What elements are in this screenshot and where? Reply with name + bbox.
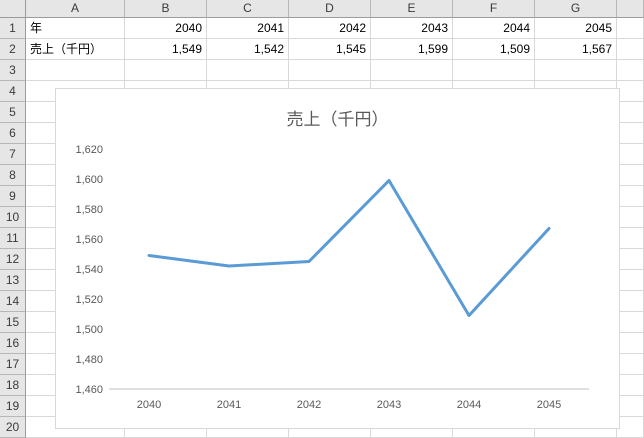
cell-B3[interactable]	[125, 60, 207, 81]
cell-H14[interactable]	[617, 291, 644, 312]
row-header-7[interactable]: 7	[0, 144, 26, 165]
row-header-13[interactable]: 13	[0, 270, 26, 291]
y-axis-tick-label: 1,600	[75, 174, 103, 186]
x-axis-tick-label: 2045	[537, 399, 561, 411]
cell-G1[interactable]: 2045	[535, 18, 617, 39]
cell-F3[interactable]	[453, 60, 535, 81]
cell-H8[interactable]	[617, 165, 644, 186]
cell-F2[interactable]: 1,509	[453, 39, 535, 60]
cell-E3[interactable]	[371, 60, 453, 81]
row-header-18[interactable]: 18	[0, 375, 26, 396]
cell-A3[interactable]	[26, 60, 125, 81]
x-axis-tick-label: 2040	[137, 399, 161, 411]
row-header-14[interactable]: 14	[0, 291, 26, 312]
row-header-1[interactable]: 1	[0, 18, 26, 39]
y-axis-tick-label: 1,460	[75, 384, 103, 396]
cell-H9[interactable]	[617, 186, 644, 207]
x-axis-tick-label: 2043	[377, 399, 401, 411]
cell-C1[interactable]: 2041	[207, 18, 289, 39]
row-header-8[interactable]: 8	[0, 165, 26, 186]
cell-H3[interactable]	[617, 60, 644, 81]
y-axis-tick-label: 1,500	[75, 324, 103, 336]
cell-C3[interactable]	[207, 60, 289, 81]
cell-H16[interactable]	[617, 333, 644, 354]
cell-H7[interactable]	[617, 144, 644, 165]
column-header-partial[interactable]	[617, 0, 644, 18]
row-header-2[interactable]: 2	[0, 39, 26, 60]
series-line	[147, 179, 551, 317]
y-axis-tick-label: 1,540	[75, 264, 103, 276]
row-header-12[interactable]: 12	[0, 249, 26, 270]
row-header-4[interactable]: 4	[0, 81, 26, 102]
row-header-17[interactable]: 17	[0, 354, 26, 375]
column-header-C[interactable]: C	[207, 0, 289, 18]
cell-H12[interactable]	[617, 249, 644, 270]
cell-H11[interactable]	[617, 228, 644, 249]
cell-E1[interactable]: 2043	[371, 18, 453, 39]
x-axis-tick-label: 2044	[457, 399, 481, 411]
row-header-10[interactable]: 10	[0, 207, 26, 228]
cell-E2[interactable]: 1,599	[371, 39, 453, 60]
y-axis-tick-label: 1,580	[75, 204, 103, 216]
row-header-3[interactable]: 3	[0, 60, 26, 81]
row-header-15[interactable]: 15	[0, 312, 26, 333]
cell-H1[interactable]	[617, 18, 644, 39]
cell-A1[interactable]: 年	[26, 18, 125, 39]
cell-B1[interactable]: 2040	[125, 18, 207, 39]
cell-H6[interactable]	[617, 123, 644, 144]
row-header-11[interactable]: 11	[0, 228, 26, 249]
cell-H10[interactable]	[617, 207, 644, 228]
select-all-corner[interactable]	[0, 0, 26, 18]
column-header-A[interactable]: A	[26, 0, 125, 18]
cell-H15[interactable]	[617, 312, 644, 333]
column-header-B[interactable]: B	[125, 0, 207, 18]
chart-plot-area: 1,620 1,600 1,580 1,560 1,540 1,520 1,500 1,480…	[75, 144, 589, 411]
row-header-6[interactable]: 6	[0, 123, 26, 144]
cell-F1[interactable]: 2044	[453, 18, 535, 39]
column-header-G[interactable]: G	[535, 0, 617, 18]
x-axis-tick-label: 2042	[297, 399, 321, 411]
cell-H20[interactable]	[617, 417, 644, 438]
y-axis-tick-label: 1,620	[75, 144, 103, 156]
y-axis-tick-label: 1,480	[75, 354, 103, 366]
cell-D1[interactable]: 2042	[289, 18, 371, 39]
cell-H13[interactable]	[617, 270, 644, 291]
cell-H19[interactable]	[617, 396, 644, 417]
y-axis-tick-label: 1,520	[75, 294, 103, 306]
row-header-16[interactable]: 16	[0, 333, 26, 354]
cell-G2[interactable]: 1,567	[535, 39, 617, 60]
cell-A2[interactable]: 売上（千円）	[26, 39, 125, 60]
y-axis-tick-label: 1,560	[75, 234, 103, 246]
cell-H18[interactable]	[617, 375, 644, 396]
chart[interactable]: 売上（千円） 1,620 1,600 1,580 1,560 1,540 1,520 1,5…	[55, 88, 620, 429]
cell-H5[interactable]	[617, 102, 644, 123]
cell-D3[interactable]	[289, 60, 371, 81]
cell-H17[interactable]	[617, 354, 644, 375]
x-axis-tick-label: 2041	[217, 399, 241, 411]
cell-G3[interactable]	[535, 60, 617, 81]
cell-B2[interactable]: 1,549	[125, 39, 207, 60]
row-header-5[interactable]: 5	[0, 102, 26, 123]
cell-H4[interactable]	[617, 81, 644, 102]
column-header-E[interactable]: E	[371, 0, 453, 18]
column-header-D[interactable]: D	[289, 0, 371, 18]
cell-C2[interactable]: 1,542	[207, 39, 289, 60]
cell-D2[interactable]: 1,545	[289, 39, 371, 60]
cell-H2[interactable]	[617, 39, 644, 60]
row-header-9[interactable]: 9	[0, 186, 26, 207]
column-header-F[interactable]: F	[453, 0, 535, 18]
row-header-20[interactable]: 20	[0, 417, 26, 438]
row-header-19[interactable]: 19	[0, 396, 26, 417]
